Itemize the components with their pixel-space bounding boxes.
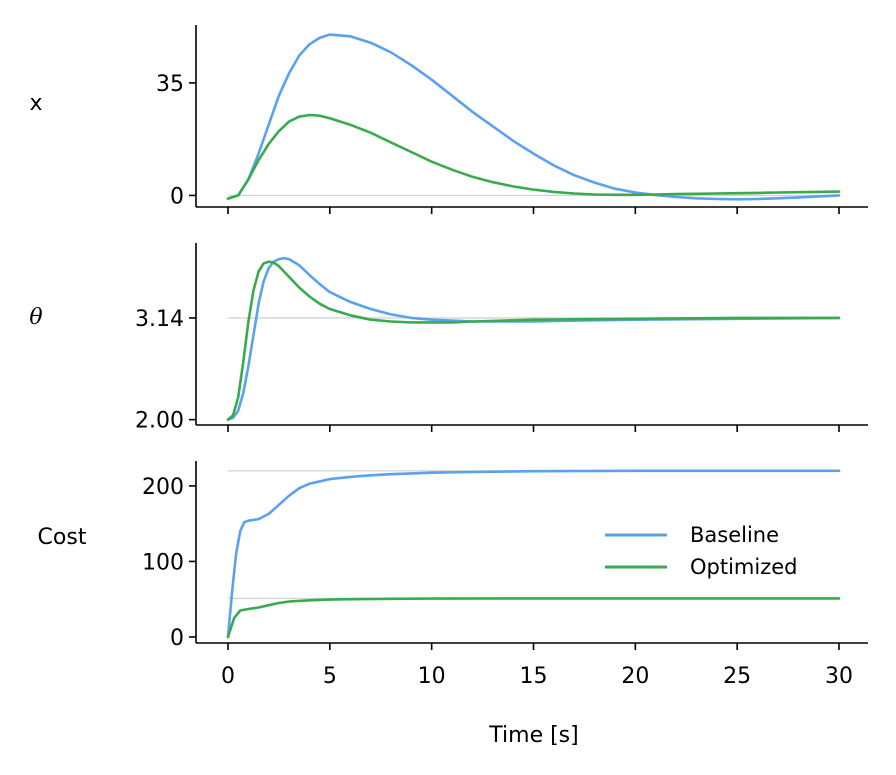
y-tick-label: 2.00 [135,409,184,434]
x-tick-label: 5 [323,664,337,689]
y-tick-label: 100 [142,550,184,575]
subplot-x: 0 35 [156,25,868,214]
x-tick-label: 25 [723,664,751,689]
x-tick-label: 0 [221,664,235,689]
y-axis-label-x: x [29,91,42,116]
legend: Baseline Optimized [605,523,798,579]
series-line-optimized [226,260,841,421]
x-tick-label: 15 [520,664,548,689]
y-tick-label: 0 [170,184,184,209]
subplot-theta: 2.00 3.14 [135,243,868,434]
subplot-cost: 0 100 200 0 5 10 15 20 25 30 [142,461,868,689]
x-tick-label: 20 [621,664,649,689]
series-line-optimized [226,597,841,639]
series-line-baseline [226,33,841,201]
y-axis-label-theta: θ [29,305,42,330]
series-line-baseline [226,469,841,639]
x-axis-label: Time [s] [488,723,578,748]
y-tick-label: 35 [156,72,184,97]
y-tick-label: 0 [170,626,184,651]
legend-label-optimized: Optimized [690,555,798,579]
y-tick-label: 3.14 [135,307,184,332]
x-tick-label: 10 [418,664,446,689]
x-tick-label: 30 [825,664,853,689]
y-tick-label: 200 [142,475,184,500]
legend-label-baseline: Baseline [690,523,779,547]
series-line-optimized [226,113,841,200]
y-axis-label-cost: Cost [38,525,87,550]
series-line-baseline [226,256,841,421]
